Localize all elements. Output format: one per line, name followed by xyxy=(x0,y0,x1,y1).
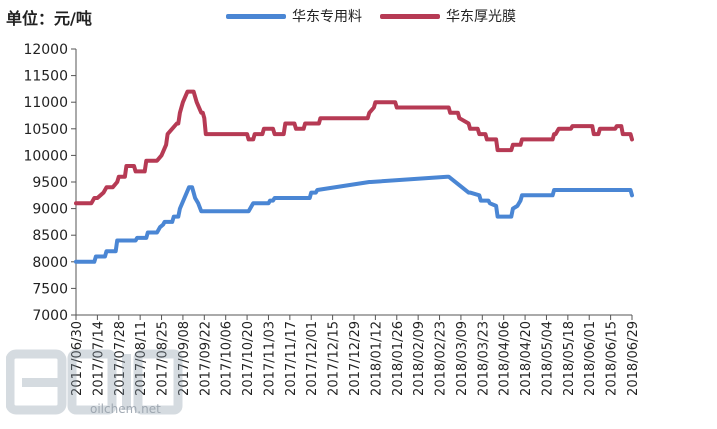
x-tick-label: 2017/10/20 xyxy=(241,321,256,396)
x-tick-label: 2018/03/23 xyxy=(476,321,491,396)
x-tick-label: 2017/09/22 xyxy=(198,321,213,396)
x-tick-label: 2017/07/14 xyxy=(91,321,106,396)
y-tick-label: 11500 xyxy=(23,69,68,85)
legend-swatch-series-0 xyxy=(226,13,286,19)
y-tick-label: 8000 xyxy=(32,255,68,271)
y-tick-label: 11000 xyxy=(23,95,68,111)
legend-item-series-0: 华东专用料 xyxy=(226,6,362,26)
x-tick-label: 2017/10/06 xyxy=(220,321,235,396)
x-tick-label: 2017/07/28 xyxy=(113,321,128,396)
x-tick-label: 2018/04/06 xyxy=(498,321,513,396)
y-tick-label: 9500 xyxy=(32,175,68,191)
y-tick-label: 9000 xyxy=(32,202,68,218)
x-tick-label: 2017/11/17 xyxy=(284,321,299,396)
series-line-0 xyxy=(74,174,634,264)
x-tick-label: 2017/08/11 xyxy=(134,321,149,396)
x-tick-label: 2018/01/26 xyxy=(391,321,406,396)
x-tick-label: 2018/05/04 xyxy=(540,321,555,396)
y-tick-label: 7000 xyxy=(32,308,68,324)
legend-label-series-0: 华东专用料 xyxy=(292,9,362,25)
x-tick-label: 2018/06/15 xyxy=(605,321,620,396)
x-tick-label: 2017/09/08 xyxy=(177,321,192,396)
x-tick-label: 2017/12/01 xyxy=(305,321,320,396)
x-tick-label: 2018/02/09 xyxy=(412,321,427,396)
y-tick-label: 7500 xyxy=(32,281,68,297)
x-tick-label: 2018/06/01 xyxy=(583,321,598,396)
y-tick-label: 8500 xyxy=(32,228,68,244)
x-tick-label: 2018/02/23 xyxy=(434,321,449,396)
x-tick-label: 2018/06/29 xyxy=(626,321,641,396)
y-tick-label: 10500 xyxy=(23,122,68,138)
x-tick-label: 2017/12/29 xyxy=(348,321,363,396)
y-axis: 7000 7500 8000 8500 9000 9500 10000 10500 11000 1… xyxy=(23,42,77,324)
x-axis: 2017/06/30 2017/07/14 2017/07/28 2017/08/11… xyxy=(70,314,641,396)
watermark-text: oilchem.net xyxy=(90,402,161,416)
x-tick-label: 2017/06/30 xyxy=(70,321,85,396)
series-line-1 xyxy=(74,89,634,206)
legend-label-series-1: 华东厚光膜 xyxy=(446,9,516,25)
series-lines xyxy=(74,89,634,264)
watermark-logo xyxy=(6,349,183,415)
x-tick-label: 2018/04/20 xyxy=(519,321,534,396)
x-tick-label: 2017/11/03 xyxy=(262,321,277,396)
x-tick-label: 2017/12/15 xyxy=(327,321,342,396)
legend-swatch-series-1 xyxy=(380,13,440,19)
y-tick-label: 12000 xyxy=(23,42,68,58)
y-tick-label: 10000 xyxy=(23,148,68,164)
unit-label: 单位：元/吨 xyxy=(6,9,92,28)
legend-item-series-1: 华东厚光膜 xyxy=(380,6,516,26)
x-tick-label: 2018/03/09 xyxy=(455,321,470,396)
x-tick-label: 2018/05/18 xyxy=(562,321,577,396)
x-tick-label: 2018/01/12 xyxy=(369,321,384,396)
x-tick-label: 2017/08/25 xyxy=(156,321,171,396)
